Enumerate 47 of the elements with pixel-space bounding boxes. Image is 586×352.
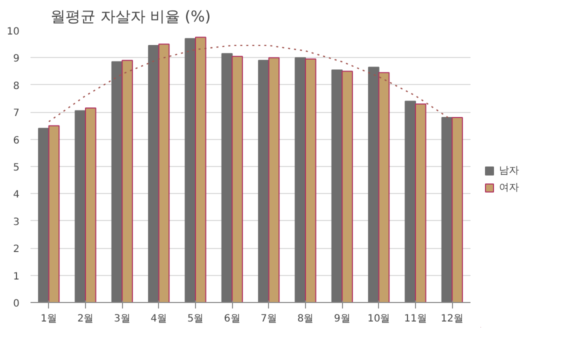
x-tick-label: 7월: [260, 314, 278, 324]
y-tick-label: 10: [6, 26, 20, 38]
x-tick-label: 10월: [367, 314, 390, 324]
x-tick-label: 11월: [404, 314, 427, 324]
bar: [38, 128, 50, 302]
bar: [378, 72, 390, 302]
bar: [404, 100, 416, 302]
y-tick-label: 5: [13, 162, 20, 174]
bar: [122, 60, 133, 302]
x-tick-label: 4월: [150, 314, 168, 324]
legend-label: 여자: [499, 181, 519, 194]
bar: [74, 110, 86, 302]
y-tick-label: 1: [13, 271, 20, 282]
bar: [258, 60, 270, 302]
y-tick-label: 7: [13, 108, 20, 120]
x-tick-label: 2월: [77, 314, 94, 324]
x-tick-label: 1월: [40, 314, 58, 324]
x-tick-label: 12월: [440, 314, 464, 324]
bar: [268, 57, 280, 302]
bar: [48, 125, 60, 302]
x-tick-label: 8월: [297, 314, 314, 324]
x-tick-label: 6월: [224, 314, 240, 324]
x-tick-label: 5월: [187, 314, 204, 324]
x-tick-label: 9월: [334, 314, 350, 324]
y-tick-label: 8: [13, 80, 20, 92]
y-tick-label: 2: [13, 244, 20, 256]
x-tick-label: 3월: [114, 314, 130, 324]
bar: [368, 66, 380, 302]
chart-title: 월평균 자살자 비율 (%): [50, 8, 211, 26]
legend-label: 남자: [499, 164, 519, 177]
line-series: [48, 44, 453, 122]
bar: [415, 103, 426, 302]
bar: [184, 38, 196, 302]
bar: [342, 70, 353, 302]
y-tick-label: 9: [13, 54, 20, 65]
bar: [232, 56, 243, 302]
bar: [452, 117, 463, 302]
y-tick-label: 0: [13, 298, 20, 310]
y-tick-label: 4: [13, 190, 20, 201]
bar: [158, 44, 170, 302]
bar: [195, 36, 206, 302]
bar: [148, 44, 160, 302]
bar: [85, 108, 96, 302]
bar: [305, 58, 316, 302]
y-tick-label: 3: [13, 216, 20, 228]
bar: [294, 57, 306, 302]
y-tick-label: 6: [13, 135, 20, 146]
